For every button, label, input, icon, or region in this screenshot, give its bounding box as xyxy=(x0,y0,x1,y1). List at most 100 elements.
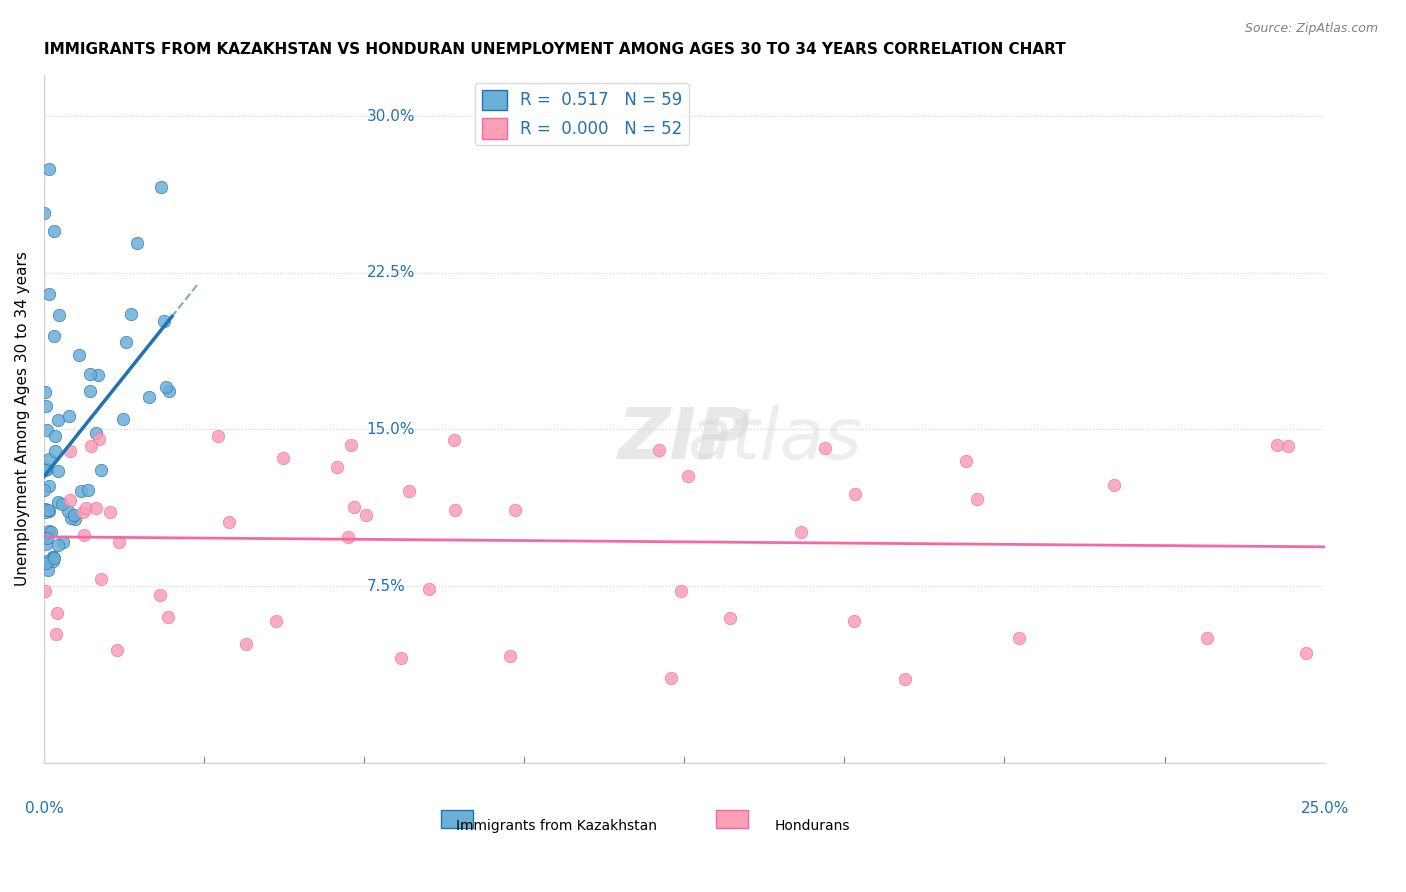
Point xyxy=(389,651,412,665)
Text: 22.5%: 22.5% xyxy=(367,266,415,280)
Point xyxy=(34,463,56,477)
Text: ZIP: ZIP xyxy=(619,405,751,475)
Point xyxy=(32,206,55,220)
Text: 25.0%: 25.0% xyxy=(1301,801,1348,816)
Point xyxy=(46,464,69,478)
Point xyxy=(34,483,56,498)
Point xyxy=(63,508,86,523)
Point xyxy=(42,554,65,568)
Point xyxy=(105,643,128,657)
Text: atlas: atlas xyxy=(686,405,862,475)
Point xyxy=(718,611,741,625)
Point xyxy=(44,224,66,238)
Point xyxy=(207,428,229,442)
Point xyxy=(114,334,136,349)
Point xyxy=(418,582,440,596)
Point xyxy=(148,588,170,602)
Point xyxy=(34,505,56,519)
Point xyxy=(647,443,669,458)
Point xyxy=(90,572,112,586)
Point xyxy=(1197,631,1219,645)
Point xyxy=(676,469,699,483)
Point xyxy=(46,413,69,427)
Point xyxy=(1008,631,1031,645)
Point xyxy=(38,451,60,466)
Point xyxy=(138,390,160,404)
Point xyxy=(35,537,58,551)
Point xyxy=(326,459,349,474)
Point xyxy=(73,528,96,542)
Point xyxy=(44,550,66,565)
Point xyxy=(34,502,56,516)
Point xyxy=(1102,478,1125,492)
Point xyxy=(37,531,59,545)
Point xyxy=(77,483,100,498)
Point xyxy=(235,637,257,651)
Point xyxy=(339,438,361,452)
Point xyxy=(337,530,360,544)
Legend: R =  0.517   N = 59, R =  0.000   N = 52: R = 0.517 N = 59, R = 0.000 N = 52 xyxy=(475,83,689,145)
Text: 7.5%: 7.5% xyxy=(367,579,405,593)
FancyBboxPatch shape xyxy=(441,810,472,828)
Point xyxy=(60,511,83,525)
Point xyxy=(398,483,420,498)
Point xyxy=(813,442,835,456)
Point xyxy=(75,500,97,515)
Point xyxy=(157,384,180,398)
Text: Source: ZipAtlas.com: Source: ZipAtlas.com xyxy=(1244,22,1378,36)
Point xyxy=(39,524,62,539)
Text: IMMIGRANTS FROM KAZAKHSTAN VS HONDURAN UNEMPLOYMENT AMONG AGES 30 TO 34 YEARS CO: IMMIGRANTS FROM KAZAKHSTAN VS HONDURAN U… xyxy=(44,42,1066,57)
Point xyxy=(842,615,865,629)
Text: 15.0%: 15.0% xyxy=(367,422,415,437)
Point xyxy=(38,161,60,176)
Point xyxy=(63,512,86,526)
Text: 0.0%: 0.0% xyxy=(24,801,63,816)
Point xyxy=(669,584,692,599)
Point xyxy=(38,524,60,538)
Point xyxy=(41,549,63,564)
Point xyxy=(46,606,69,620)
Text: Hondurans: Hondurans xyxy=(775,819,851,832)
Point xyxy=(893,672,915,686)
Point xyxy=(79,368,101,382)
Point xyxy=(844,487,866,501)
Point xyxy=(59,492,82,507)
Point xyxy=(45,627,67,641)
Point xyxy=(218,515,240,529)
Point xyxy=(48,537,70,551)
Point xyxy=(157,610,180,624)
Point xyxy=(356,508,378,522)
Point xyxy=(498,648,520,663)
Point xyxy=(79,384,101,398)
Point xyxy=(48,308,70,322)
Point xyxy=(84,425,107,440)
Point xyxy=(98,505,121,519)
Point xyxy=(955,454,977,468)
Point xyxy=(84,501,107,516)
Point xyxy=(67,348,90,362)
Point xyxy=(966,492,988,507)
Point xyxy=(35,461,58,475)
Point xyxy=(51,497,73,511)
Point xyxy=(1265,438,1288,452)
Point xyxy=(34,385,56,400)
Point xyxy=(42,549,65,564)
Point xyxy=(343,500,366,514)
Point xyxy=(87,368,110,383)
Point xyxy=(35,399,58,413)
FancyBboxPatch shape xyxy=(716,810,748,828)
Point xyxy=(59,444,82,458)
Point xyxy=(503,503,526,517)
Point xyxy=(155,380,177,394)
Point xyxy=(35,423,58,437)
Point xyxy=(89,432,111,446)
Point xyxy=(69,484,91,499)
Text: 30.0%: 30.0% xyxy=(367,109,415,124)
Point xyxy=(44,443,66,458)
Point xyxy=(38,286,60,301)
Point xyxy=(111,412,134,426)
Point xyxy=(38,479,60,493)
Point xyxy=(80,439,103,453)
Point xyxy=(35,556,58,570)
Point xyxy=(120,307,142,321)
